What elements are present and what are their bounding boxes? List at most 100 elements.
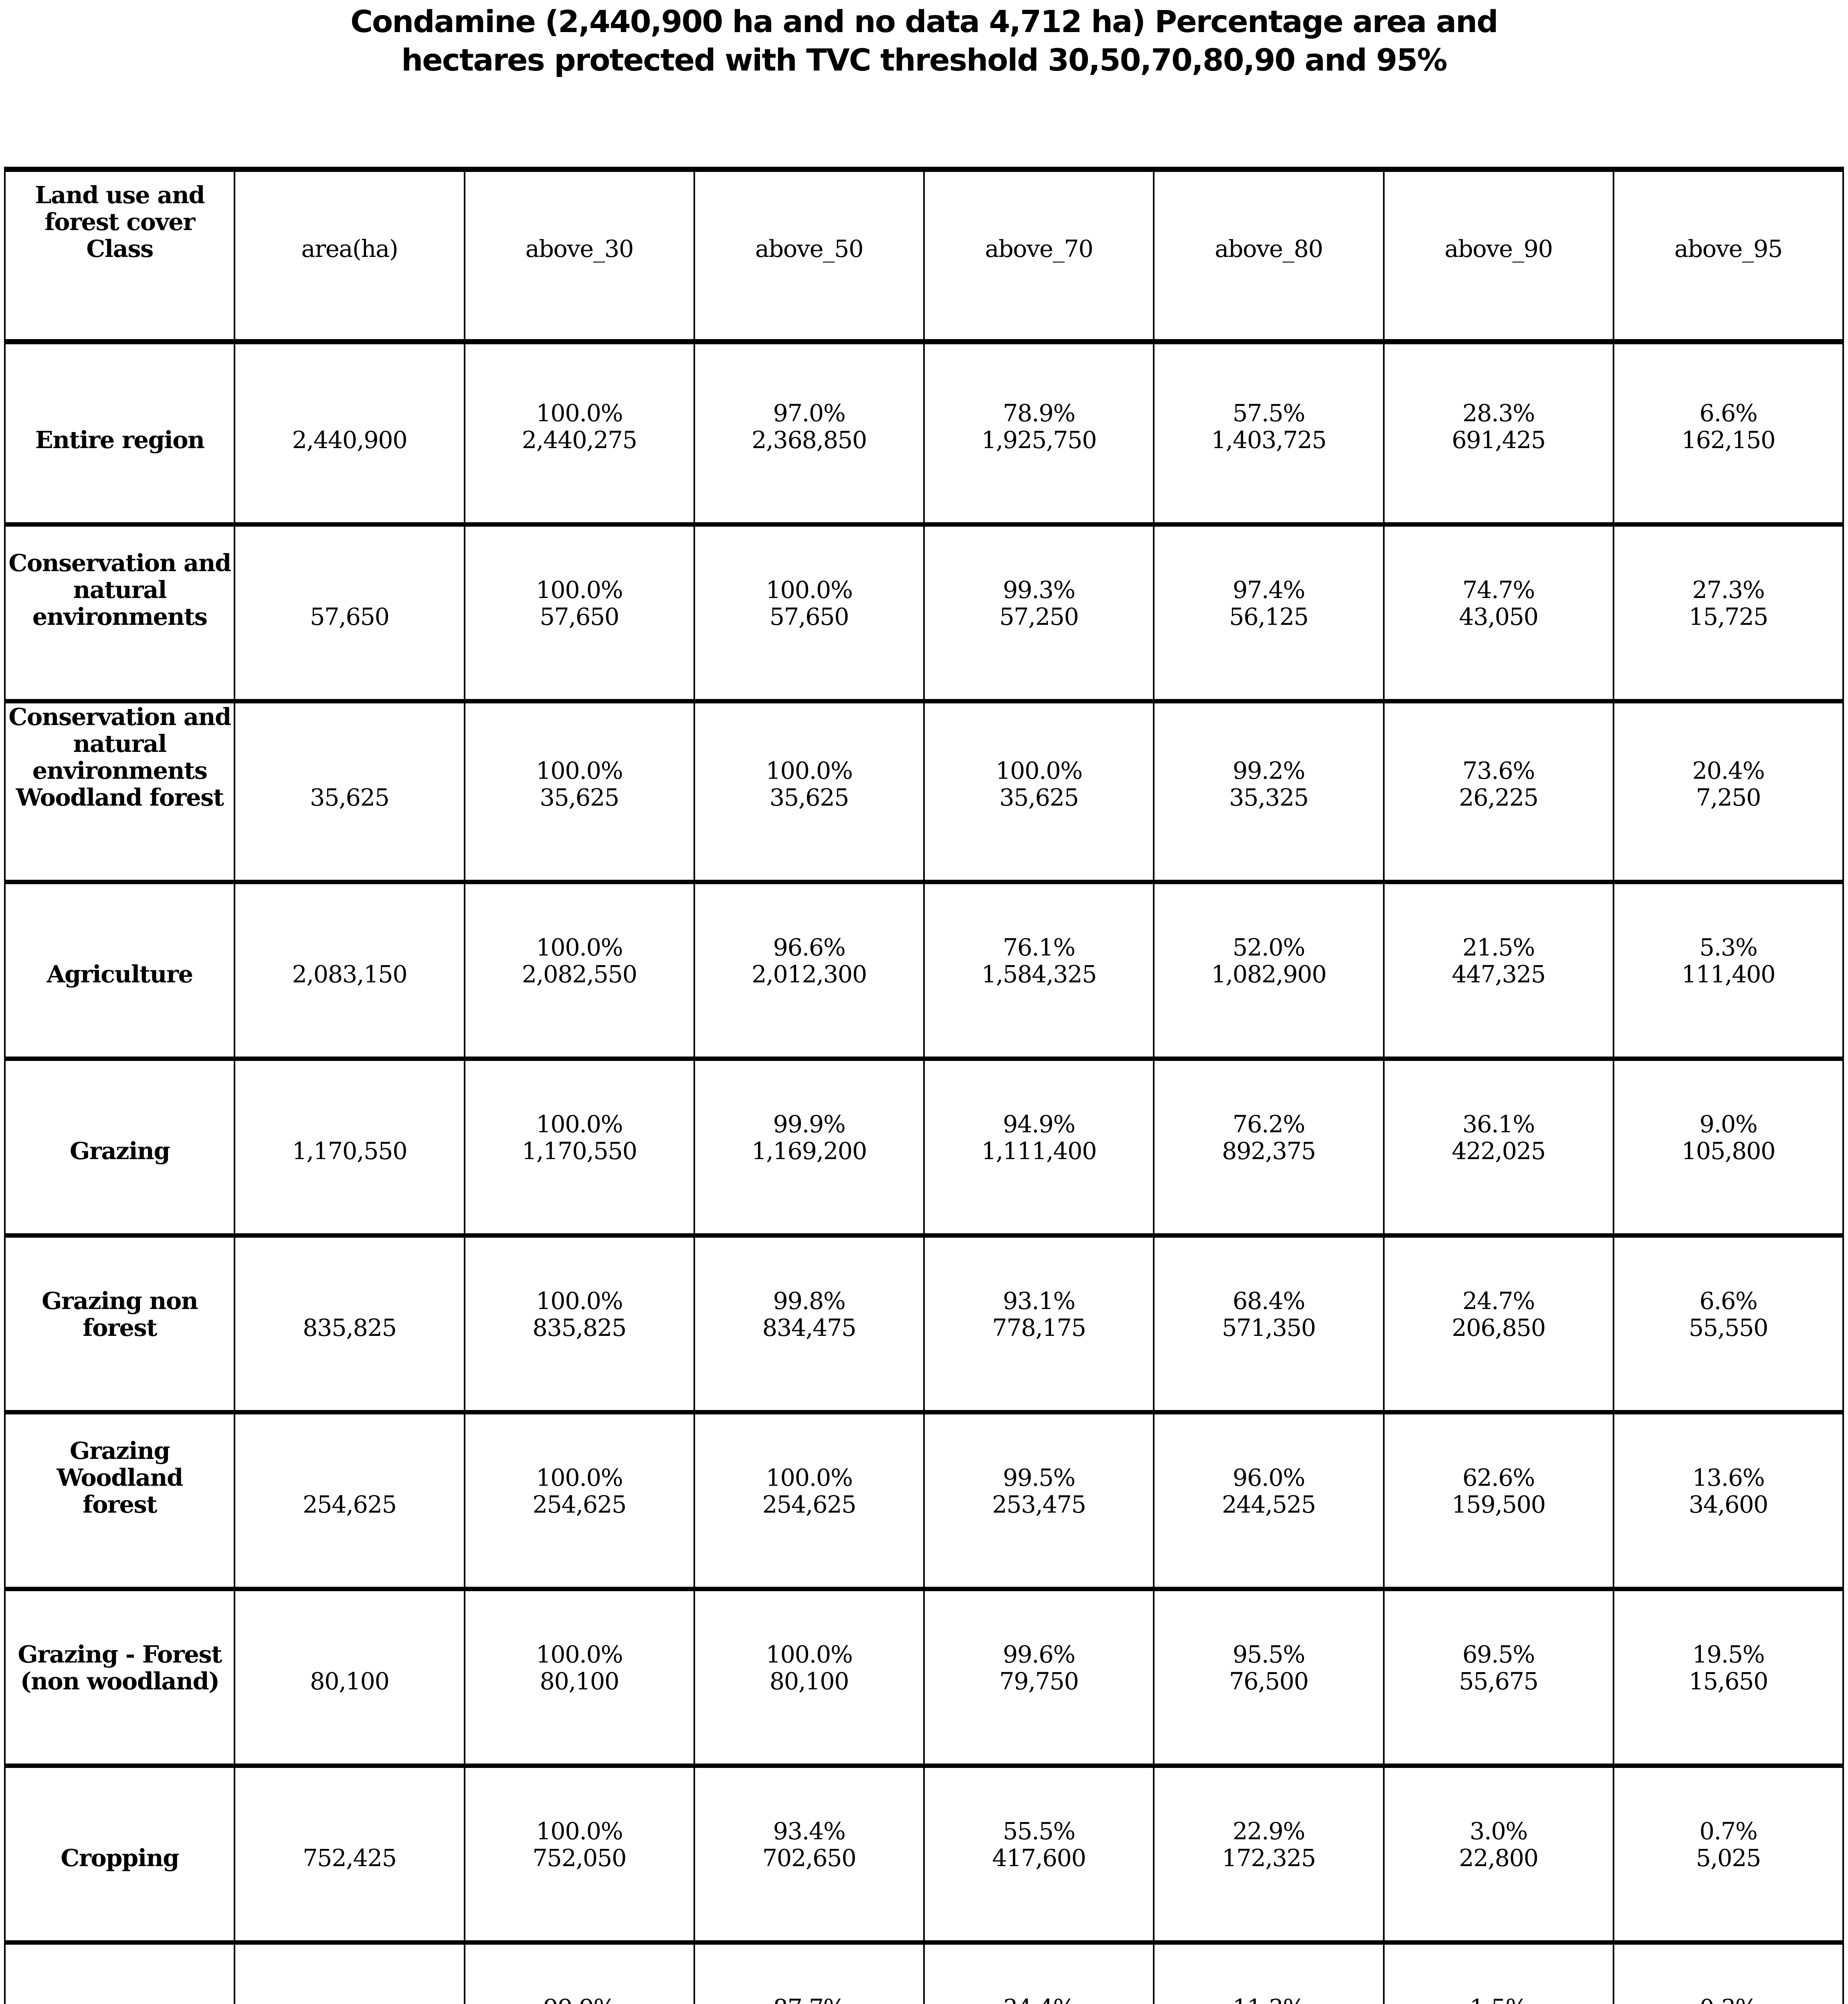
threshold-cell: 100.0% 57,650 (693, 524, 925, 703)
percent-value: 19.5% (1692, 1640, 1765, 1668)
percent-value: 78.9% (1003, 399, 1076, 427)
percent-value: 95.5% (1232, 1640, 1305, 1668)
threshold-cell: 6.6% 162,150 (1612, 341, 1844, 527)
header-row: Land use and forest cover Class area(ha) a… (4, 169, 1844, 344)
threshold-cell: 0.3%550 (1612, 1942, 1844, 2004)
threshold-cell: 3.0% 22,800 (1383, 1766, 1614, 1945)
threshold-cell: 93.1% 778,175 (923, 1235, 1155, 1414)
threshold-cell: 95.5% 76,500 (1153, 1589, 1385, 1768)
column-header: above_80 (1153, 169, 1385, 344)
threshold-cell: 78.9% 1,925,750 (923, 341, 1155, 527)
hectares-value: 35,325 (1229, 784, 1309, 811)
table-row: Irrigation159,90099.9%159,67587.7%140,17… (4, 1942, 1844, 2004)
area-ha-cell: 57,650 (234, 524, 465, 703)
threshold-cell: 69.5% 55,675 (1383, 1589, 1614, 1768)
threshold-cell: 55.5% 417,600 (923, 1766, 1155, 1945)
hectares-value: 172,325 (1222, 1844, 1316, 1872)
threshold-cell: 100.0% 80,100 (463, 1589, 695, 1768)
threshold-cell: 57.5% 1,403,725 (1153, 341, 1385, 527)
percent-value: 24.7% (1462, 1287, 1535, 1315)
percent-value: 0.3% (1617, 1994, 1840, 2004)
table-row: Grazing non forest 835,825 100.0% 835,825 99… (4, 1235, 1844, 1414)
hectares-value: 702,650 (762, 1844, 857, 1872)
threshold-cell: 34.4%55,075 (923, 1942, 1155, 2004)
threshold-cell: 100.0% 254,625 (693, 1412, 925, 1591)
percent-value: 76.2% (1232, 1110, 1305, 1138)
hectares-value: 35,625 (999, 784, 1079, 811)
threshold-cell: 97.4% 56,125 (1153, 524, 1385, 703)
threshold-cell: 99.3% 57,250 (923, 524, 1155, 703)
hectares-value: 5,025 (1696, 1844, 1761, 1872)
threshold-cell: 0.7% 5,025 (1612, 1766, 1844, 1945)
table-row: Agriculture 2,083,150 100.0% 2,082,550 96.6%… (4, 882, 1844, 1061)
threshold-cell: 19.5% 15,650 (1612, 1589, 1844, 1768)
threshold-cell: 87.7%140,175 (693, 1942, 925, 2004)
threshold-cell: 100.0% 752,050 (463, 1766, 695, 1945)
column-header: above_50 (693, 169, 925, 344)
threshold-cell: 100.0% 254,625 (463, 1412, 695, 1591)
percent-value: 36.1% (1462, 1110, 1535, 1138)
threshold-cell: 100.0% 57,650 (463, 524, 695, 703)
hectares-value: 752,050 (532, 1844, 627, 1872)
percent-value: 97.4% (1232, 576, 1305, 604)
area-ha-cell: 159,900 (234, 1942, 465, 2004)
percent-value: 93.1% (1003, 1287, 1076, 1315)
column-header: above_70 (923, 169, 1155, 344)
table-header: Land use and forest cover Class area(ha) a… (4, 169, 1844, 344)
threshold-cell: 99.5% 253,475 (923, 1412, 1155, 1591)
hectares-value: 778,175 (992, 1314, 1086, 1341)
hectares-value: 15,725 (1688, 603, 1769, 630)
table-row: Conservation and natural environments 57,… (4, 524, 1844, 703)
threshold-cell: 9.0% 105,800 (1612, 1059, 1844, 1238)
hectares-value: 105,800 (1681, 1137, 1776, 1165)
hectares-value: 57,650 (769, 603, 849, 630)
hectares-value: 76,500 (1229, 1667, 1309, 1695)
table-row: Cropping 752,425 100.0% 752,050 93.4% 702,650… (4, 1766, 1844, 1945)
hectares-value: 80,100 (540, 1667, 619, 1695)
column-header: above_95 (1612, 169, 1844, 344)
hectares-value: 43,050 (1459, 603, 1539, 630)
hectares-value: 57,250 (999, 603, 1079, 630)
percent-value: 100.0% (995, 757, 1083, 784)
percent-value: 99.2% (1232, 757, 1305, 784)
table-row: Grazing - Forest (non woodland) 80,100 100… (4, 1589, 1844, 1768)
percent-value: 99.6% (1003, 1640, 1076, 1668)
percent-value: 68.4% (1232, 1287, 1305, 1315)
hectares-value: 1,584,325 (981, 960, 1097, 988)
hectares-value: 7,250 (1696, 784, 1761, 811)
area-ha-cell: 2,083,150 (234, 882, 465, 1061)
percent-value: 1.5% (1387, 1994, 1610, 2004)
threshold-cell: 99.2% 35,325 (1153, 701, 1385, 884)
threshold-cell: 93.4% 702,650 (693, 1766, 925, 1945)
title-line-1: Condamine (2,440,900 ha and no data 4,71… (350, 4, 1498, 39)
hectares-value: 35,625 (540, 784, 619, 811)
percent-value: 73.6% (1462, 757, 1535, 784)
threshold-cell: 100.0% 1,170,550 (463, 1059, 695, 1238)
hectares-value: 1,082,900 (1211, 960, 1326, 988)
row-label: Grazing (4, 1059, 236, 1238)
row-label: Grazing - Forest (non woodland) (4, 1589, 236, 1768)
hectares-value: 2,368,850 (751, 426, 867, 454)
percent-value: 100.0% (536, 1817, 623, 1845)
hectares-value: 1,169,200 (751, 1137, 867, 1165)
row-label: Entire region (4, 341, 236, 527)
hectares-value: 422,025 (1452, 1137, 1546, 1165)
threshold-cell: 27.3% 15,725 (1612, 524, 1844, 703)
threshold-cell: 21.5% 447,325 (1383, 882, 1614, 1061)
percent-value: 3.0% (1470, 1817, 1528, 1845)
column-header: area(ha) (234, 169, 465, 344)
threshold-cell: 99.8% 834,475 (693, 1235, 925, 1414)
table-row: Entire region 2,440,900 100.0% 2,440,275 97.… (4, 341, 1844, 527)
hectares-value: 26,225 (1459, 784, 1539, 811)
column-header: above_30 (463, 169, 695, 344)
hectares-value: 447,325 (1452, 960, 1546, 988)
hectares-value: 55,675 (1459, 1667, 1539, 1695)
percent-value: 94.9% (1003, 1110, 1076, 1138)
percent-value: 97.0% (773, 399, 845, 427)
hectares-value: 56,125 (1229, 603, 1309, 630)
threshold-cell: 94.9% 1,111,400 (923, 1059, 1155, 1238)
area-ha-cell: 254,625 (234, 1412, 465, 1591)
hectares-value: 1,111,400 (981, 1137, 1097, 1165)
percent-value: 52.0% (1232, 933, 1305, 961)
percent-value: 28.3% (1462, 399, 1535, 427)
